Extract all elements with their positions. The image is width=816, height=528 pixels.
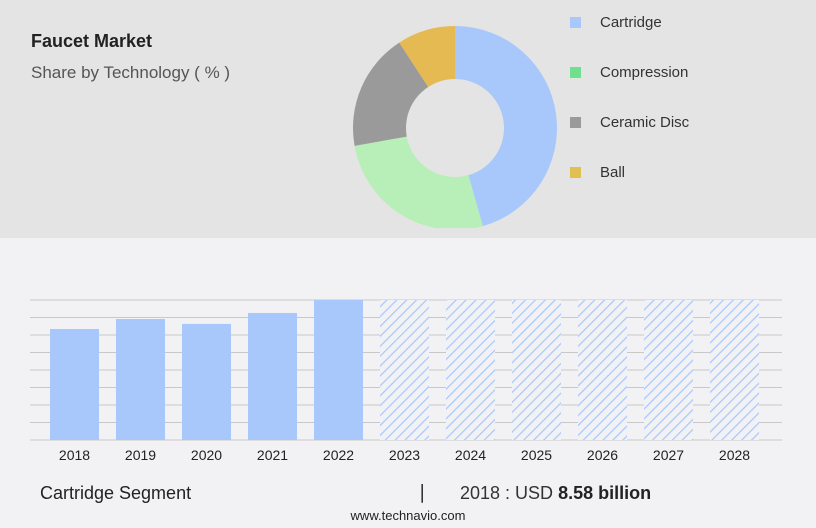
legend-item-cartridge: Cartridge <box>570 14 662 31</box>
x-tick-label: 2023 <box>389 447 420 463</box>
legend-swatch <box>570 167 581 178</box>
forecast-bar-2023 <box>380 300 429 440</box>
x-tick-label: 2018 <box>59 447 90 463</box>
x-tick-label: 2021 <box>257 447 288 463</box>
donut-slice-ceramic-disc <box>353 42 429 146</box>
donut-slice-compression <box>354 136 483 228</box>
legend-swatch <box>570 117 581 128</box>
x-tick-label: 2022 <box>323 447 354 463</box>
bar-2019 <box>116 319 165 440</box>
x-tick-label: 2025 <box>521 447 552 463</box>
chart-title: Faucet Market <box>31 31 153 51</box>
donut-slice-cartridge <box>455 26 557 227</box>
separator: | <box>419 481 426 503</box>
legend-item-ceramic-disc: Ceramic Disc <box>570 114 689 131</box>
value-amount: 8.58 billion <box>558 483 652 503</box>
forecast-bar-2027 <box>644 300 693 440</box>
bar-2021 <box>248 312 297 440</box>
legend-item-ball: Ball <box>570 164 625 181</box>
chart-subtitle: Share by Technology ( % ) <box>31 63 231 82</box>
donut-slice-ball <box>399 26 455 87</box>
x-tick-label: 2026 <box>587 447 618 463</box>
forecast-bar-2025 <box>512 300 561 440</box>
legend-label: Compression <box>600 64 689 81</box>
website: www.technavio.com <box>350 508 466 523</box>
x-tick-label: 2019 <box>125 447 156 463</box>
forecast-bar-2028 <box>710 300 759 440</box>
donut-chart <box>353 26 557 228</box>
forecast-bar-2026 <box>578 300 627 440</box>
legend-label: Ball <box>600 164 626 181</box>
legend-swatch <box>570 17 581 28</box>
x-tick-label: 2024 <box>455 447 486 463</box>
x-tick-label: 2020 <box>191 447 222 463</box>
bar-chart: 2018 2019 2020 2021 2022 2023 2024 2025 2026 2027… <box>30 299 782 463</box>
x-tick-label: 2027 <box>653 447 684 463</box>
legend-swatch <box>570 67 581 78</box>
year-label: 2018 : USD <box>460 483 554 503</box>
forecast-bar-2024 <box>446 300 495 440</box>
legend-label: Cartridge <box>600 14 662 31</box>
segment-value: 2018 : USD 8.58 billion <box>460 483 651 504</box>
x-tick-label: 2028 <box>719 447 750 463</box>
bar-2022 <box>314 300 363 440</box>
bar-2018 <box>50 328 99 440</box>
segment-label: Cartridge Segment <box>40 483 192 503</box>
legend-item-compression: Compression <box>570 64 688 81</box>
legend: Cartridge Compression Ceramic Disc Ball <box>570 14 770 184</box>
legend-label: Ceramic Disc <box>600 114 690 131</box>
bar-2020 <box>182 323 231 440</box>
